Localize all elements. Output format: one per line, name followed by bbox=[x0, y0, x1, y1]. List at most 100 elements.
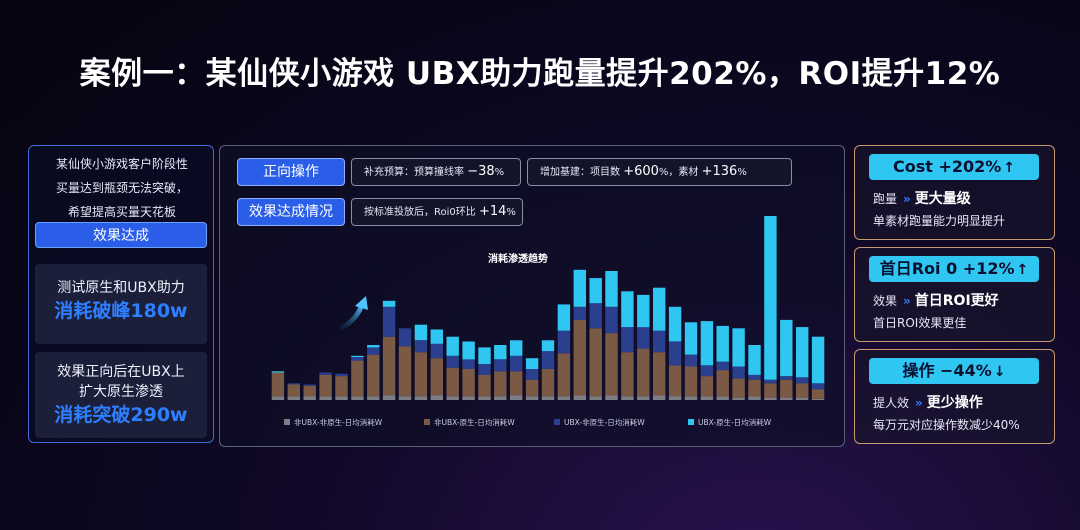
bar-segment bbox=[398, 328, 412, 347]
legend-swatch bbox=[284, 419, 290, 425]
bar-segment bbox=[764, 383, 777, 398]
bar-segment bbox=[478, 364, 491, 375]
bar-segment bbox=[700, 396, 714, 400]
bar-segment bbox=[605, 271, 618, 307]
bar-segment bbox=[668, 306, 682, 342]
operation-card-header: 操作 −44% ↓ bbox=[869, 358, 1039, 384]
bar-segment bbox=[653, 352, 666, 396]
bar-segment bbox=[668, 341, 682, 366]
legend-label: UBX-非原生-日均消耗W bbox=[564, 417, 645, 427]
bar-segment bbox=[382, 336, 396, 396]
bar-segment bbox=[796, 397, 809, 400]
roi-card: 首日Roi 0 +12% ↑ 效果» 首日ROI更好 首日ROI效果更佳 bbox=[854, 247, 1055, 342]
bar-segment bbox=[589, 328, 602, 397]
bar-segment bbox=[462, 368, 475, 397]
double-chevron-icon: » bbox=[915, 396, 923, 410]
bar-segment bbox=[573, 395, 586, 400]
bar-segment bbox=[510, 340, 523, 356]
bar-segment bbox=[573, 319, 586, 396]
bar-segment bbox=[319, 374, 332, 397]
bar-segment bbox=[684, 322, 698, 355]
bar-segment bbox=[541, 368, 555, 397]
bar-segment bbox=[764, 379, 777, 384]
operation-card-desc: 每万元对应操作数减少40% bbox=[873, 418, 1020, 432]
bar-segment bbox=[637, 327, 650, 349]
legend-swatch bbox=[688, 419, 694, 425]
bar-segment bbox=[716, 325, 729, 362]
bar-segment bbox=[589, 303, 602, 329]
cost-card-header: Cost +202% ↑ bbox=[869, 154, 1039, 180]
bar-segment bbox=[732, 378, 745, 398]
bar-segment bbox=[478, 347, 491, 365]
bar-segment bbox=[748, 345, 761, 375]
bar-segment bbox=[748, 374, 761, 380]
bar-segment bbox=[414, 352, 428, 397]
bar-segment bbox=[319, 372, 332, 375]
bar-segment bbox=[557, 330, 571, 354]
bar-segment bbox=[764, 216, 777, 380]
chart-title: 消耗渗透趋势 bbox=[488, 252, 548, 265]
bar-segment bbox=[367, 396, 380, 400]
bar-segment bbox=[637, 294, 650, 328]
positive-operation-button[interactable]: 正向操作 bbox=[237, 158, 345, 186]
cost-card: Cost +202% ↑ 跑量» 更大量级 单素材跑量能力明显提升 bbox=[854, 145, 1055, 240]
bar-segment bbox=[764, 397, 777, 400]
bar-segment bbox=[525, 368, 539, 380]
page-title: 案例一：某仙侠小游戏 UBX助力跑量提升202%，ROI提升12% bbox=[79, 56, 1001, 92]
bar-segment bbox=[382, 306, 396, 337]
trend-arrow-icon bbox=[339, 296, 368, 331]
bar-segment bbox=[271, 372, 285, 397]
bar-segment bbox=[462, 341, 475, 360]
bar-segment bbox=[351, 396, 364, 400]
bar-segment bbox=[621, 327, 634, 353]
bar-segment bbox=[510, 395, 523, 400]
roi-card-desc: 首日ROI效果更佳 bbox=[873, 316, 967, 330]
legend-swatch bbox=[554, 419, 560, 425]
bar-segment bbox=[811, 389, 825, 399]
result-card-text: 效果正向后在UBX上 bbox=[57, 364, 185, 380]
bar-segment bbox=[748, 396, 761, 400]
intro-line: 买量达到瓶颈无法突破， bbox=[55, 181, 188, 195]
bar-segment bbox=[700, 376, 714, 397]
result-card-2: 效果正向后在UBX上 扩大原生渗透 消耗突破290w bbox=[35, 352, 207, 438]
bar-segment bbox=[541, 351, 555, 369]
infrastructure-note: 增加基建：项目数 +600%，素材 +136% bbox=[527, 158, 792, 186]
effect-status-button[interactable]: 效果达成情况 bbox=[237, 198, 345, 226]
intro-line: 某仙侠小游戏客户阶段性 bbox=[55, 157, 188, 171]
bar-segment bbox=[684, 354, 698, 367]
result-card-highlight: 消耗破峰180w bbox=[54, 300, 188, 322]
bar-segment bbox=[446, 396, 459, 400]
left-panel: 某仙侠小游戏客户阶段性 买量达到瓶颈无法突破， 希望提高买量天花板 效果达成 测… bbox=[28, 145, 214, 443]
bar-segment bbox=[811, 398, 825, 400]
bars-group bbox=[271, 216, 825, 400]
bar-segment bbox=[732, 328, 745, 367]
down-arrow-icon: ↓ bbox=[993, 364, 1006, 380]
cost-card-line: 跑量» 更大量级 bbox=[873, 191, 971, 207]
bar-segment bbox=[446, 355, 459, 368]
bar-segment bbox=[382, 300, 396, 307]
effect-achieved-tag: 效果达成 bbox=[35, 222, 207, 248]
bar-segment bbox=[351, 357, 364, 361]
bar-segment bbox=[589, 278, 602, 304]
bar-segment bbox=[335, 376, 348, 397]
legend-swatch bbox=[424, 419, 430, 425]
bar-segment bbox=[367, 345, 380, 348]
bar-segment bbox=[414, 324, 428, 341]
bar-segment bbox=[653, 287, 666, 331]
bar-segment bbox=[303, 396, 316, 400]
bar-segment bbox=[287, 383, 300, 385]
bar-segment bbox=[653, 330, 666, 353]
result-card-1: 测试原生和UBX助力 消耗破峰180w bbox=[35, 264, 207, 344]
bar-segment bbox=[414, 396, 428, 400]
bar-segment bbox=[748, 379, 761, 397]
bar-segment bbox=[796, 383, 809, 398]
double-chevron-icon: » bbox=[903, 192, 911, 206]
bar-segment bbox=[541, 340, 555, 352]
up-arrow-icon: ↑ bbox=[1003, 160, 1016, 176]
bar-segment bbox=[684, 396, 698, 400]
bar-segment bbox=[573, 306, 586, 320]
intro-text: 某仙侠小游戏客户阶段性 买量达到瓶颈无法突破， 希望提高买量天花板 bbox=[29, 152, 215, 224]
bar-segment bbox=[684, 366, 698, 397]
bar-segment bbox=[398, 396, 412, 400]
bar-segment bbox=[716, 370, 729, 397]
